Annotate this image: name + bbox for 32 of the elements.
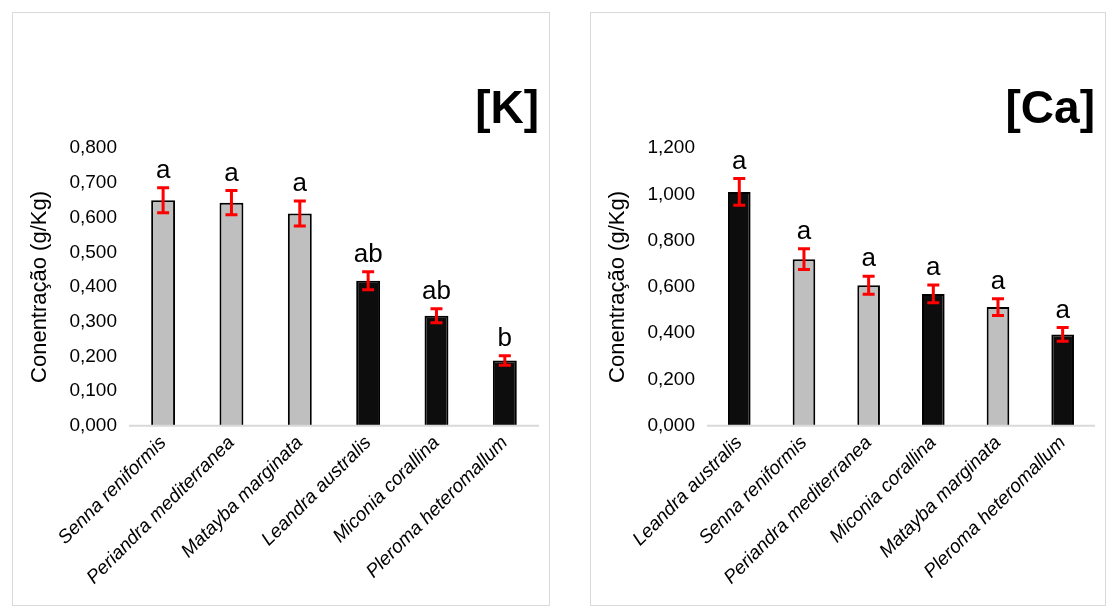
y-tick-label: 0,000: [647, 413, 695, 435]
annotation: a: [155, 153, 171, 184]
y-tick-label: 0,800: [647, 228, 695, 250]
annotation: a: [224, 156, 240, 187]
annotation: a: [292, 167, 308, 198]
y-tick-label: 0,300: [69, 309, 117, 331]
y-tick-label: 0,600: [647, 275, 695, 297]
y-tick-label: 0,600: [69, 205, 117, 227]
chart-title: [K]: [475, 81, 539, 134]
y-tick-label: 0,400: [647, 321, 695, 343]
y-tick-label: 0,200: [647, 367, 695, 389]
y-tick-label: 0,700: [69, 171, 117, 193]
annotation: ab: [422, 274, 451, 305]
annotation: a: [796, 214, 812, 245]
annotation: a: [990, 264, 1006, 295]
annotation: b: [497, 321, 513, 352]
y-tick-label: 0,400: [69, 275, 117, 297]
annotation: a: [926, 251, 942, 282]
y-tick-label: 0,000: [69, 413, 117, 435]
annotation: a: [732, 144, 748, 175]
y-axis-title: Conentração (g/Kg): [26, 190, 52, 383]
y-tick-label: 0,100: [69, 379, 117, 401]
chart-title: [Ca]: [1005, 81, 1095, 134]
y-tick-label: 1,000: [647, 182, 695, 204]
y-tick-label: 0,500: [69, 240, 117, 262]
annotation: a: [861, 242, 877, 273]
y-tick-label: 0,800: [69, 136, 117, 158]
annotation: a: [1055, 293, 1071, 324]
y-tick-label: 0,200: [69, 344, 117, 366]
y-tick-label: 1,200: [647, 136, 695, 158]
annotation: ab: [353, 237, 383, 268]
y-axis-title: Conentração (g/Kg): [604, 190, 630, 383]
